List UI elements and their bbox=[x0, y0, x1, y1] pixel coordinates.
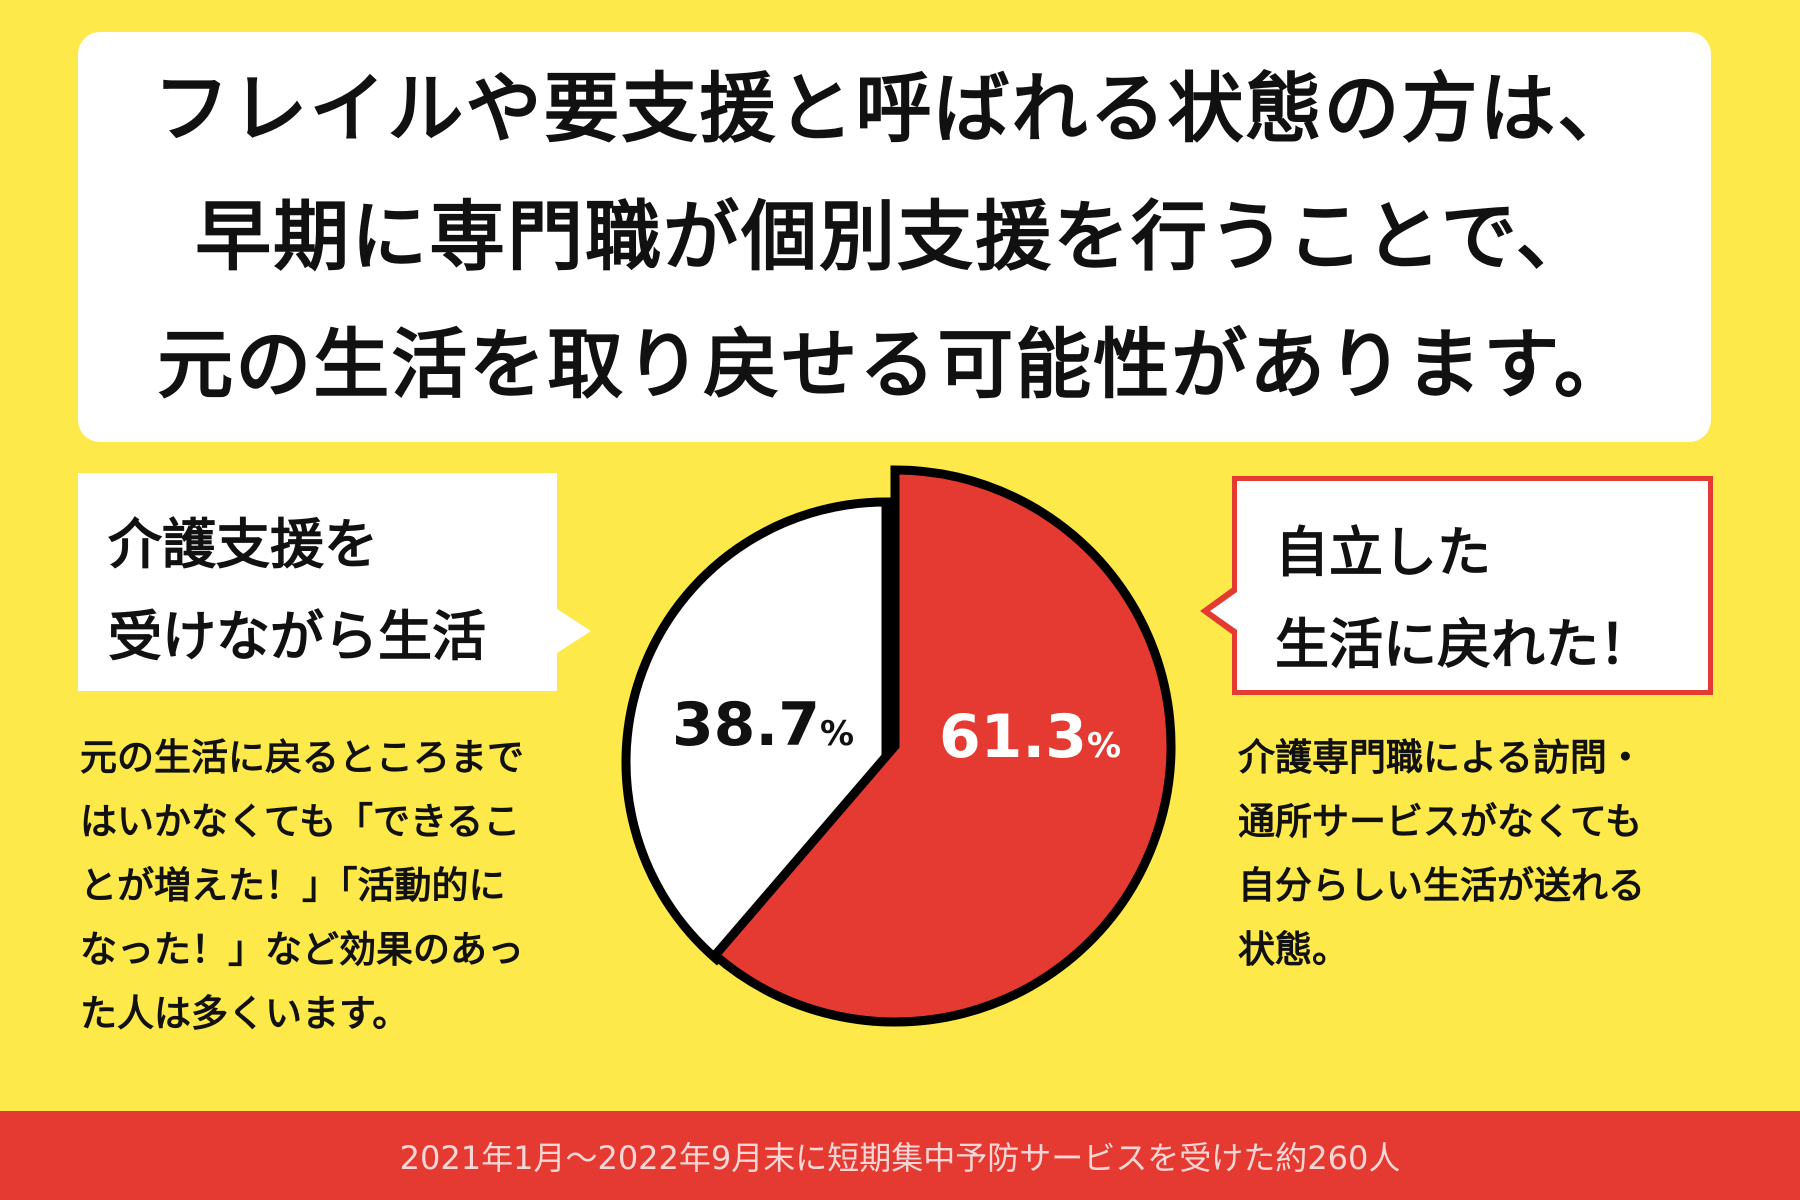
pie-slice-independent bbox=[708, 465, 1176, 1027]
headline-box: フレイルや要支援と呼ばれる状態の方は、 早期に専門職が個別支援を行うことで、 元… bbox=[78, 32, 1711, 442]
footer-note: 2021年1月〜2022年9月末に短期集中予防サービスを受けた約260人 bbox=[399, 1138, 1401, 1177]
right-callout-line: 自立した bbox=[1275, 521, 1491, 584]
left-description-line: とが増えた！」「活動的に bbox=[80, 864, 506, 907]
pie-label-supported: 38.7% bbox=[672, 690, 854, 760]
headline-line: 元の生活を取り戻せる可能性があります。 bbox=[157, 320, 1632, 409]
right-description-line: 自分らしい生活が送れる bbox=[1238, 864, 1645, 907]
left-callout-line: 受けながら生活 bbox=[108, 605, 486, 668]
pie-label-independent: 61.3% bbox=[939, 702, 1121, 772]
right-callout-line: 生活に戻れた！ bbox=[1275, 613, 1653, 676]
left-description: 元の生活に戻るところまで はいかなくても「できるこ とが増えた！」「活動的に な… bbox=[80, 726, 524, 1046]
footer-banner: 2021年1月〜2022年9月末に短期集中予防サービスを受けた約260人 bbox=[0, 1111, 1800, 1200]
left-description-line: 元の生活に戻るところまで bbox=[80, 736, 524, 779]
left-description-line: はいかなくても「できるこ bbox=[80, 800, 521, 843]
headline-line: 早期に専門職が個別支援を行うことで、 bbox=[195, 192, 1594, 281]
left-callout-line: 介護支援を bbox=[108, 513, 378, 576]
right-description: 介護専門職による訪問・ 通所サービスがなくても 自分らしい生活が送れる 状態。 bbox=[1238, 726, 1645, 982]
headline-line: フレイルや要支援と呼ばれる状態の方は、 bbox=[153, 64, 1636, 153]
left-description-line: た人は多くいます。 bbox=[80, 992, 410, 1035]
right-callout: 自立した 生活に戻れた！ bbox=[1200, 476, 1713, 695]
right-description-line: 状態。 bbox=[1238, 928, 1349, 971]
right-description-line: 介護専門職による訪問・ bbox=[1238, 736, 1644, 779]
left-callout: 介護支援を 受けながら生活 bbox=[78, 473, 591, 691]
right-description-line: 通所サービスがなくても bbox=[1238, 800, 1643, 843]
pie-slice-supported bbox=[621, 497, 891, 966]
left-description-line: なった！」など効果のあっ bbox=[80, 928, 524, 971]
